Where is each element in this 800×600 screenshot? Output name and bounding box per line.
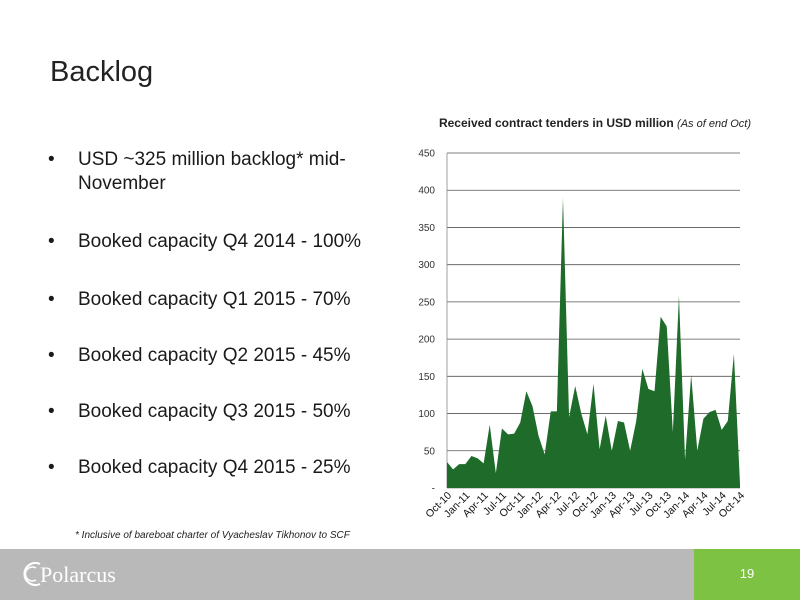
bullet-text: Booked capacity Q4 2015 - 25% [78, 457, 351, 478]
footnote: * Inclusive of bareboat charter of Vyach… [75, 530, 350, 541]
bullet-dot: • [48, 149, 55, 170]
series-area [447, 197, 740, 489]
footer-bar [0, 549, 800, 600]
y-tick-label: 250 [418, 297, 435, 308]
y-tick-label: 200 [418, 335, 435, 346]
y-tick-label: 50 [424, 446, 436, 457]
bullet-dot: • [48, 345, 55, 366]
y-tick-label: 350 [418, 223, 435, 234]
bullet-text: USD ~325 million backlog* mid-November [78, 149, 346, 194]
y-tick-label: 450 [418, 149, 435, 160]
chart-title: Received contract tenders in USD million [438, 116, 674, 130]
bullet-text: Booked capacity Q4 2014 - 100% [78, 231, 362, 252]
bullet-dot: • [48, 231, 55, 252]
bullet-dot: • [48, 457, 55, 478]
bullet-item: • Booked capacity Q1 2015 - 70% [48, 288, 378, 312]
bullet-text: Booked capacity Q2 2015 - 45% [78, 345, 351, 366]
chart-subtitle: (As of end Oct) [677, 118, 752, 130]
page-title: Backlog [50, 56, 154, 88]
bullet-item: • Booked capacity Q2 2015 - 45% [48, 344, 378, 368]
polarcus-logo-icon [23, 562, 41, 586]
bullet-item: • Booked capacity Q3 2015 - 50% [48, 400, 378, 424]
bullet-dot: • [48, 401, 55, 422]
y-tick-label: 400 [418, 186, 435, 197]
page-number-box [694, 549, 800, 600]
bullet-text: Booked capacity Q3 2015 - 50% [78, 401, 351, 422]
polarcus-logo: Polarcus [40, 562, 116, 587]
chart-title-block: Received contract tenders in USD million… [410, 116, 780, 130]
bullet-item: • Booked capacity Q4 2015 - 25% [48, 456, 378, 480]
bullet-dot: • [48, 289, 55, 310]
bullet-text: Booked capacity Q1 2015 - 70% [78, 289, 351, 310]
bullet-item: • USD ~325 million backlog* mid-November [48, 148, 378, 196]
y-tick-label: 300 [418, 260, 435, 271]
y-tick-label: - [432, 484, 435, 495]
page-number: 19 [739, 566, 755, 581]
y-tick-label: 150 [418, 372, 435, 383]
y-tick-label: 100 [418, 409, 435, 420]
tenders-area-chart: -50100150200250300350400450Oct-10Jan-11A… [418, 149, 747, 521]
bullet-item: • Booked capacity Q4 2014 - 100% [48, 230, 378, 254]
